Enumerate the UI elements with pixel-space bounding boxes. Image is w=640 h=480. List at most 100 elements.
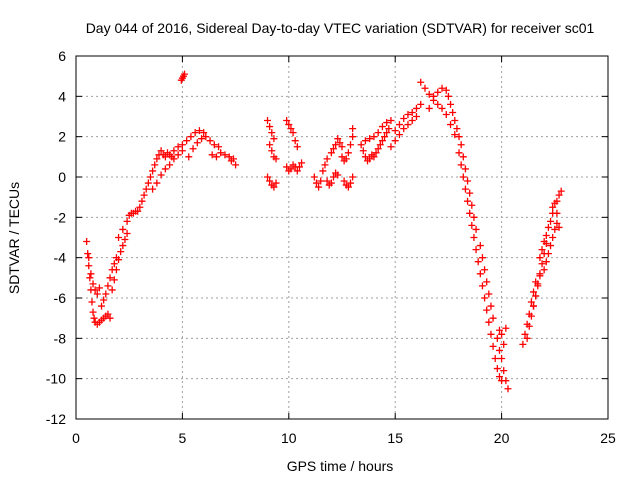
data-point: [408, 108, 416, 116]
data-point: [547, 242, 555, 250]
x-tick-label: 10: [281, 430, 297, 446]
y-axis-title: SDTVAR / TECUs: [6, 182, 22, 294]
data-point: [472, 246, 480, 254]
data-point: [119, 242, 127, 250]
data-point: [202, 133, 210, 141]
data-point: [142, 185, 150, 193]
data-point: [283, 117, 291, 125]
data-point: [264, 173, 272, 181]
data-point: [181, 70, 189, 78]
data-point: [123, 229, 131, 237]
data-point: [178, 141, 186, 149]
data-point: [502, 324, 510, 332]
data-point: [408, 117, 416, 125]
data-point: [272, 155, 280, 163]
data-point: [327, 179, 335, 187]
data-point: [115, 234, 123, 241]
plot-frame: [75, 55, 609, 420]
data-point: [404, 110, 412, 118]
data-point: [530, 302, 538, 310]
data-point: [376, 141, 384, 149]
data-point: [555, 223, 563, 231]
data-point: [293, 167, 301, 175]
data-point: [151, 161, 159, 169]
data-point: [338, 153, 346, 161]
data-point: [138, 197, 146, 205]
data-point: [93, 290, 101, 298]
data-point: [391, 127, 399, 135]
data-point: [459, 173, 467, 181]
data-point: [457, 141, 465, 149]
data-point: [110, 260, 118, 268]
data-point: [85, 262, 93, 270]
data-point: [540, 266, 548, 274]
data-point: [221, 151, 229, 159]
data-point: [447, 121, 455, 129]
data-point: [161, 153, 169, 161]
data-point: [400, 115, 408, 123]
data-point: [502, 377, 510, 385]
data-point: [485, 318, 493, 326]
data-point: [227, 157, 235, 165]
data-point: [387, 117, 395, 125]
y-tick-label: 2: [58, 129, 66, 145]
data-point: [170, 155, 178, 163]
y-tick-label: -6: [54, 290, 67, 306]
data-point: [378, 137, 386, 145]
data-series-sdtvar: [83, 70, 565, 393]
data-point: [542, 258, 550, 266]
data-point: [464, 177, 472, 185]
data-point: [323, 177, 331, 185]
data-point: [123, 217, 131, 225]
data-point: [272, 179, 280, 187]
data-point: [451, 117, 459, 125]
data-point: [319, 167, 327, 175]
data-point: [317, 177, 325, 185]
data-point: [146, 173, 154, 181]
data-point: [83, 238, 91, 246]
data-point: [476, 270, 484, 278]
data-point: [298, 159, 306, 167]
data-point: [287, 125, 295, 133]
x-tick-label: 0: [72, 430, 80, 446]
data-point: [347, 141, 355, 149]
data-point: [500, 367, 508, 375]
data-point: [268, 129, 276, 137]
data-point: [504, 385, 512, 393]
data-point: [495, 326, 503, 334]
data-point: [102, 290, 110, 298]
data-point: [493, 365, 501, 373]
data-point: [225, 153, 233, 161]
data-point: [468, 201, 476, 209]
data-point: [470, 234, 478, 241]
data-point: [119, 225, 127, 233]
data-point: [185, 153, 193, 161]
data-point: [487, 302, 495, 310]
data-point: [549, 203, 557, 211]
data-point: [91, 286, 99, 294]
data-point: [315, 183, 323, 191]
data-point: [329, 173, 337, 181]
data-point: [88, 298, 96, 306]
data-point: [289, 129, 297, 137]
data-point: [553, 197, 561, 205]
data-point: [189, 145, 197, 153]
data-point: [466, 189, 474, 197]
data-point: [523, 334, 531, 342]
data-point: [291, 137, 299, 145]
data-point: [108, 286, 116, 294]
data-point: [483, 278, 491, 286]
data-point: [530, 288, 538, 296]
data-point: [195, 127, 203, 135]
data-point: [149, 185, 157, 193]
data-point: [404, 121, 412, 129]
data-point: [489, 314, 497, 322]
data-point: [334, 135, 342, 143]
data-point: [198, 135, 206, 143]
data-point: [425, 104, 433, 112]
data-point: [466, 209, 474, 217]
data-point: [136, 203, 144, 211]
data-point: [332, 141, 340, 149]
data-point: [461, 165, 469, 173]
data-point: [349, 133, 357, 141]
